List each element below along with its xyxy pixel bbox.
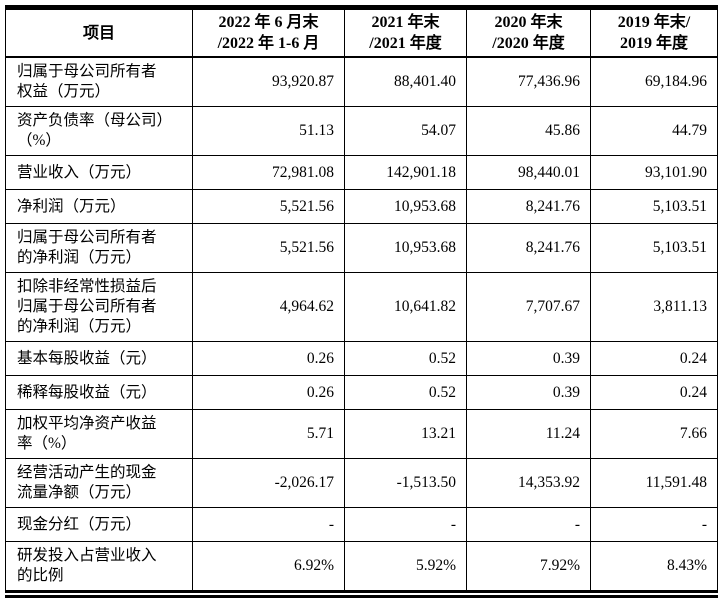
cell-value: 51.13 (192, 106, 345, 156)
cell-value: -1,513.50 (344, 458, 467, 508)
header-item: 项目 (5, 7, 193, 58)
table-row: 经营活动产生的现金 流量净额（万元） -2,026.17 -1,513.50 1… (5, 458, 718, 508)
cell-value: 45.86 (466, 106, 591, 156)
cell-value: 69,184.96 (590, 56, 718, 107)
cell-value: 8,241.76 (466, 223, 591, 273)
table-row: 现金分红（万元） - - - - (5, 507, 718, 542)
cell-value: 13.21 (344, 409, 467, 459)
cell-value: 3,811.13 (590, 272, 718, 342)
cell-value: 5,521.56 (192, 189, 345, 224)
cell-value: -2,026.17 (192, 458, 345, 508)
header-row: 项目 2022 年 6 月末 /2022 年 1-6 月 2021 年末 /20… (5, 7, 718, 58)
cell-value: 142,901.18 (344, 155, 467, 190)
row-label: 营业收入（万元） (5, 155, 193, 190)
cell-value: - (192, 507, 345, 542)
table-row: 加权平均净资产收益 率（%） 5.71 13.21 11.24 7.66 (5, 409, 718, 459)
cell-value: 54.07 (344, 106, 467, 156)
cell-value: 5,521.56 (192, 223, 345, 273)
cell-value: 88,401.40 (344, 56, 467, 107)
cell-value: 8.43% (590, 541, 718, 595)
row-label: 净利润（万元） (5, 189, 193, 224)
table-row: 稀释每股收益（元） 0.26 0.52 0.39 0.24 (5, 375, 718, 410)
cell-value: 14,353.92 (466, 458, 591, 508)
cell-value: 7.66 (590, 409, 718, 459)
cell-value: 44.79 (590, 106, 718, 156)
cell-value: 7.92% (466, 541, 591, 595)
cell-value: 0.39 (466, 341, 591, 376)
cell-value: 5.92% (344, 541, 467, 595)
cell-value: 0.24 (590, 375, 718, 410)
header-2022: 2022 年 6 月末 /2022 年 1-6 月 (192, 7, 345, 58)
cell-value: 10,953.68 (344, 223, 467, 273)
cell-value: 0.52 (344, 341, 467, 376)
row-label: 归属于母公司所有者 的净利润（万元） (5, 223, 193, 273)
table-row: 研发投入占营业收入 的比例 6.92% 5.92% 7.92% 8.43% (5, 541, 718, 595)
cell-value: - (344, 507, 467, 542)
table-row: 营业收入（万元） 72,981.08 142,901.18 98,440.01 … (5, 155, 718, 190)
cell-value: 11.24 (466, 409, 591, 459)
table-row: 基本每股收益（元） 0.26 0.52 0.39 0.24 (5, 341, 718, 376)
cell-value: 5.71 (192, 409, 345, 459)
cell-value: 93,920.87 (192, 56, 345, 107)
cell-value: 7,707.67 (466, 272, 591, 342)
header-2020: 2020 年末 /2020 年度 (466, 7, 591, 58)
table-row: 资产负债率（母公司） （%） 51.13 54.07 45.86 44.79 (5, 106, 718, 156)
row-label: 经营活动产生的现金 流量净额（万元） (5, 458, 193, 508)
cell-value: - (590, 507, 718, 542)
row-label: 扣除非经常性损益后 归属于母公司所有者 的净利润（万元） (5, 272, 193, 342)
cell-value: 72,981.08 (192, 155, 345, 190)
row-label: 加权平均净资产收益 率（%） (5, 409, 193, 459)
cell-value: 10,641.82 (344, 272, 467, 342)
table-row: 扣除非经常性损益后 归属于母公司所有者 的净利润（万元） 4,964.62 10… (5, 272, 718, 342)
cell-value: 0.24 (590, 341, 718, 376)
financial-summary-table: 项目 2022 年 6 月末 /2022 年 1-6 月 2021 年末 /20… (5, 5, 718, 598)
header-2019: 2019 年末/ 2019 年度 (590, 7, 718, 58)
cell-value: 0.26 (192, 375, 345, 410)
cell-value: 0.52 (344, 375, 467, 410)
cell-value: 6.92% (192, 541, 345, 595)
table-row: 归属于母公司所有者 权益（万元） 93,920.87 88,401.40 77,… (5, 56, 718, 107)
cell-value: - (466, 507, 591, 542)
table-row: 净利润（万元） 5,521.56 10,953.68 8,241.76 5,10… (5, 189, 718, 224)
cell-value: 93,101.90 (590, 155, 718, 190)
cell-value: 0.26 (192, 341, 345, 376)
row-label: 研发投入占营业收入 的比例 (5, 541, 193, 595)
cell-value: 5,103.51 (590, 223, 718, 273)
row-label: 现金分红（万元） (5, 507, 193, 542)
cell-value: 10,953.68 (344, 189, 467, 224)
row-label: 基本每股收益（元） (5, 341, 193, 376)
header-2021: 2021 年末 /2021 年度 (344, 7, 467, 58)
cell-value: 98,440.01 (466, 155, 591, 190)
cell-value: 11,591.48 (590, 458, 718, 508)
cell-value: 4,964.62 (192, 272, 345, 342)
table-body: 归属于母公司所有者 权益（万元） 93,920.87 88,401.40 77,… (5, 56, 718, 595)
row-label: 资产负债率（母公司） （%） (5, 106, 193, 156)
cell-value: 0.39 (466, 375, 591, 410)
cell-value: 77,436.96 (466, 56, 591, 107)
row-label: 归属于母公司所有者 权益（万元） (5, 56, 193, 107)
cell-value: 8,241.76 (466, 189, 591, 224)
table-row: 归属于母公司所有者 的净利润（万元） 5,521.56 10,953.68 8,… (5, 223, 718, 273)
cell-value: 5,103.51 (590, 189, 718, 224)
row-label: 稀释每股收益（元） (5, 375, 193, 410)
